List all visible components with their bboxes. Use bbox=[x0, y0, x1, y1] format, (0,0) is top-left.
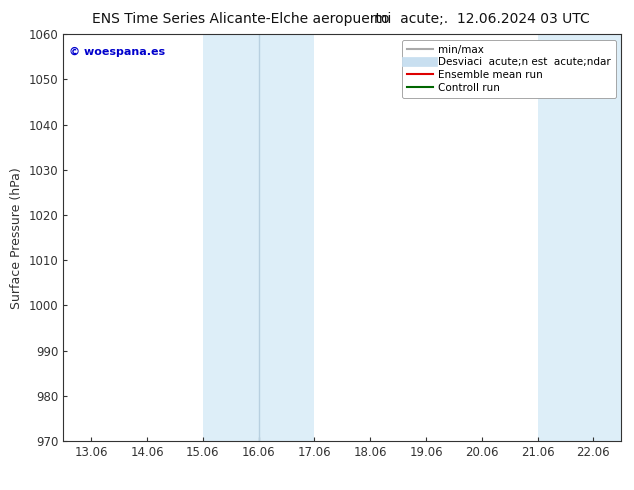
Text: © woespana.es: © woespana.es bbox=[69, 47, 165, 56]
Text: mi  acute;.  12.06.2024 03 UTC: mi acute;. 12.06.2024 03 UTC bbox=[374, 12, 590, 26]
Text: ENS Time Series Alicante-Elche aeropuerto: ENS Time Series Alicante-Elche aeropuert… bbox=[92, 12, 390, 26]
Bar bbox=[203, 34, 314, 441]
Y-axis label: Surface Pressure (hPa): Surface Pressure (hPa) bbox=[10, 167, 23, 309]
Legend: min/max, Desviaci  acute;n est  acute;ndar, Ensemble mean run, Controll run: min/max, Desviaci acute;n est acute;ndar… bbox=[402, 40, 616, 98]
Bar bbox=[538, 34, 621, 441]
